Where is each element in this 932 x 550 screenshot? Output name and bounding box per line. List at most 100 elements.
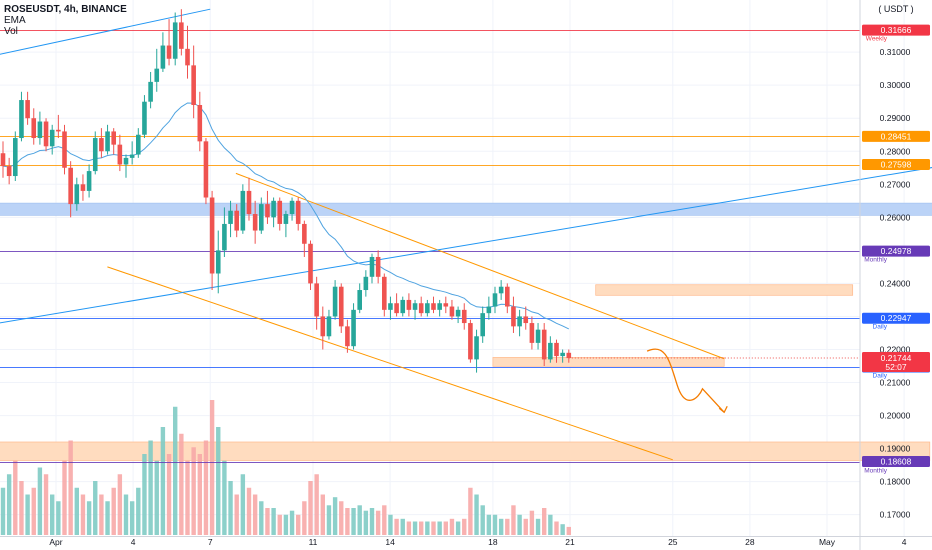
candle-body	[455, 309, 461, 317]
volume-indicator-label[interactable]: Vol	[4, 26, 18, 37]
candle-body	[560, 352, 565, 357]
candle-body	[326, 316, 332, 337]
candle-body	[523, 316, 529, 324]
candle-body	[363, 276, 369, 291]
candle-body	[332, 286, 338, 317]
volume-bar	[13, 460, 18, 535]
price-tag-bg	[862, 159, 930, 171]
volume-bar	[474, 494, 479, 535]
zone-rect	[595, 284, 854, 296]
candle-body	[25, 100, 30, 119]
candle-body	[277, 200, 283, 224]
projection-arrow	[646, 348, 728, 414]
volume-bar	[437, 521, 442, 535]
volume-bar	[265, 508, 270, 535]
volume-bar	[117, 474, 123, 535]
candle-body	[283, 214, 289, 224]
volume-bar	[252, 494, 258, 535]
price-tag-bg	[862, 245, 930, 257]
symbol-title[interactable]: ROSEUSDT, 4h, BINANCE	[4, 4, 127, 15]
candle-body	[351, 309, 356, 347]
y-tick-label: 0.30000	[880, 80, 911, 90]
trendline	[107, 266, 673, 461]
candlesticks	[0, 9, 860, 373]
y-tick-label: 0.24000	[880, 278, 911, 288]
volume-bar	[419, 521, 424, 535]
volume-bar	[363, 510, 369, 535]
volume-bar	[74, 487, 79, 535]
candle-body	[338, 286, 344, 327]
candle-body	[529, 323, 535, 343]
candle-body	[486, 306, 492, 314]
volume-bar	[222, 460, 227, 535]
candle-body	[308, 243, 313, 284]
volume-bar	[62, 460, 67, 535]
volume-bar	[80, 494, 86, 535]
candle-body	[6, 166, 12, 177]
volume-bar	[345, 508, 350, 535]
candle-body	[154, 68, 160, 82]
candle-body	[468, 323, 473, 360]
volume-bar	[357, 505, 362, 535]
candle-body	[228, 210, 233, 224]
volume-bar	[517, 514, 522, 535]
candle-body	[68, 167, 73, 205]
chart-legend: ROSEUSDT, 4h, BINANCE EMA Vol	[4, 4, 127, 37]
volume-bars	[0, 400, 571, 535]
candle-body	[19, 100, 24, 139]
price-line-tags: 0.316660.284510.275980.249780.229470.214…	[862, 24, 930, 468]
candle-body	[105, 131, 110, 152]
volume-bar	[332, 497, 338, 535]
volume-bar	[523, 518, 528, 535]
volume-bar	[37, 467, 43, 535]
volume-bar	[388, 514, 393, 535]
volume-bar	[455, 521, 461, 535]
candle-body	[406, 299, 412, 310]
candle-body	[271, 200, 276, 218]
last-price-tag-bg	[862, 351, 930, 372]
volume-bar	[166, 454, 172, 535]
price-tag-label: 0.24978	[881, 246, 912, 256]
ema-indicator-label[interactable]: EMA	[4, 15, 26, 26]
candle-body	[252, 214, 258, 231]
volume-bar	[289, 510, 295, 535]
y-tick-label: 0.28000	[880, 146, 911, 156]
volume-bar	[486, 514, 492, 535]
x-tick-label: 4	[131, 537, 136, 547]
volume-bar	[314, 474, 319, 535]
candle-body	[345, 326, 350, 347]
x-axis-tick-labels: Apr47111418212528May412:00	[49, 537, 907, 547]
volume-bar	[548, 514, 553, 535]
candle-body	[566, 352, 572, 359]
candle-body	[43, 121, 49, 147]
y-tick-label: 0.20000	[880, 411, 911, 421]
x-tick-label: Apr	[49, 537, 62, 547]
candle-body	[37, 121, 43, 139]
volume-bar	[173, 406, 178, 535]
volume-bar	[566, 526, 571, 535]
volume-bar	[443, 521, 448, 535]
y-tick-label: 0.26000	[880, 212, 911, 222]
volume-bar	[216, 427, 221, 535]
candle-body	[400, 299, 406, 314]
volume-bar	[505, 518, 510, 535]
currency-label: ( USDT )	[878, 4, 913, 14]
volume-bar	[185, 460, 190, 535]
candle-body	[136, 134, 141, 155]
x-tick-label: 11	[309, 537, 318, 547]
candle-body	[166, 45, 172, 59]
candle-body	[289, 200, 295, 215]
volume-bar	[351, 508, 356, 535]
price-tag-label: 0.18608	[881, 457, 912, 467]
volume-bar	[560, 524, 565, 535]
volume-bar	[99, 494, 104, 535]
x-tick-label: 4	[902, 537, 907, 547]
candle-body	[240, 190, 246, 231]
volume-bar	[498, 518, 504, 535]
volume-bar	[277, 514, 282, 535]
price-tag-bg	[862, 130, 930, 142]
volume-bar	[296, 514, 301, 535]
candle-body	[314, 283, 319, 317]
y-tick-label: 0.31000	[880, 47, 911, 57]
